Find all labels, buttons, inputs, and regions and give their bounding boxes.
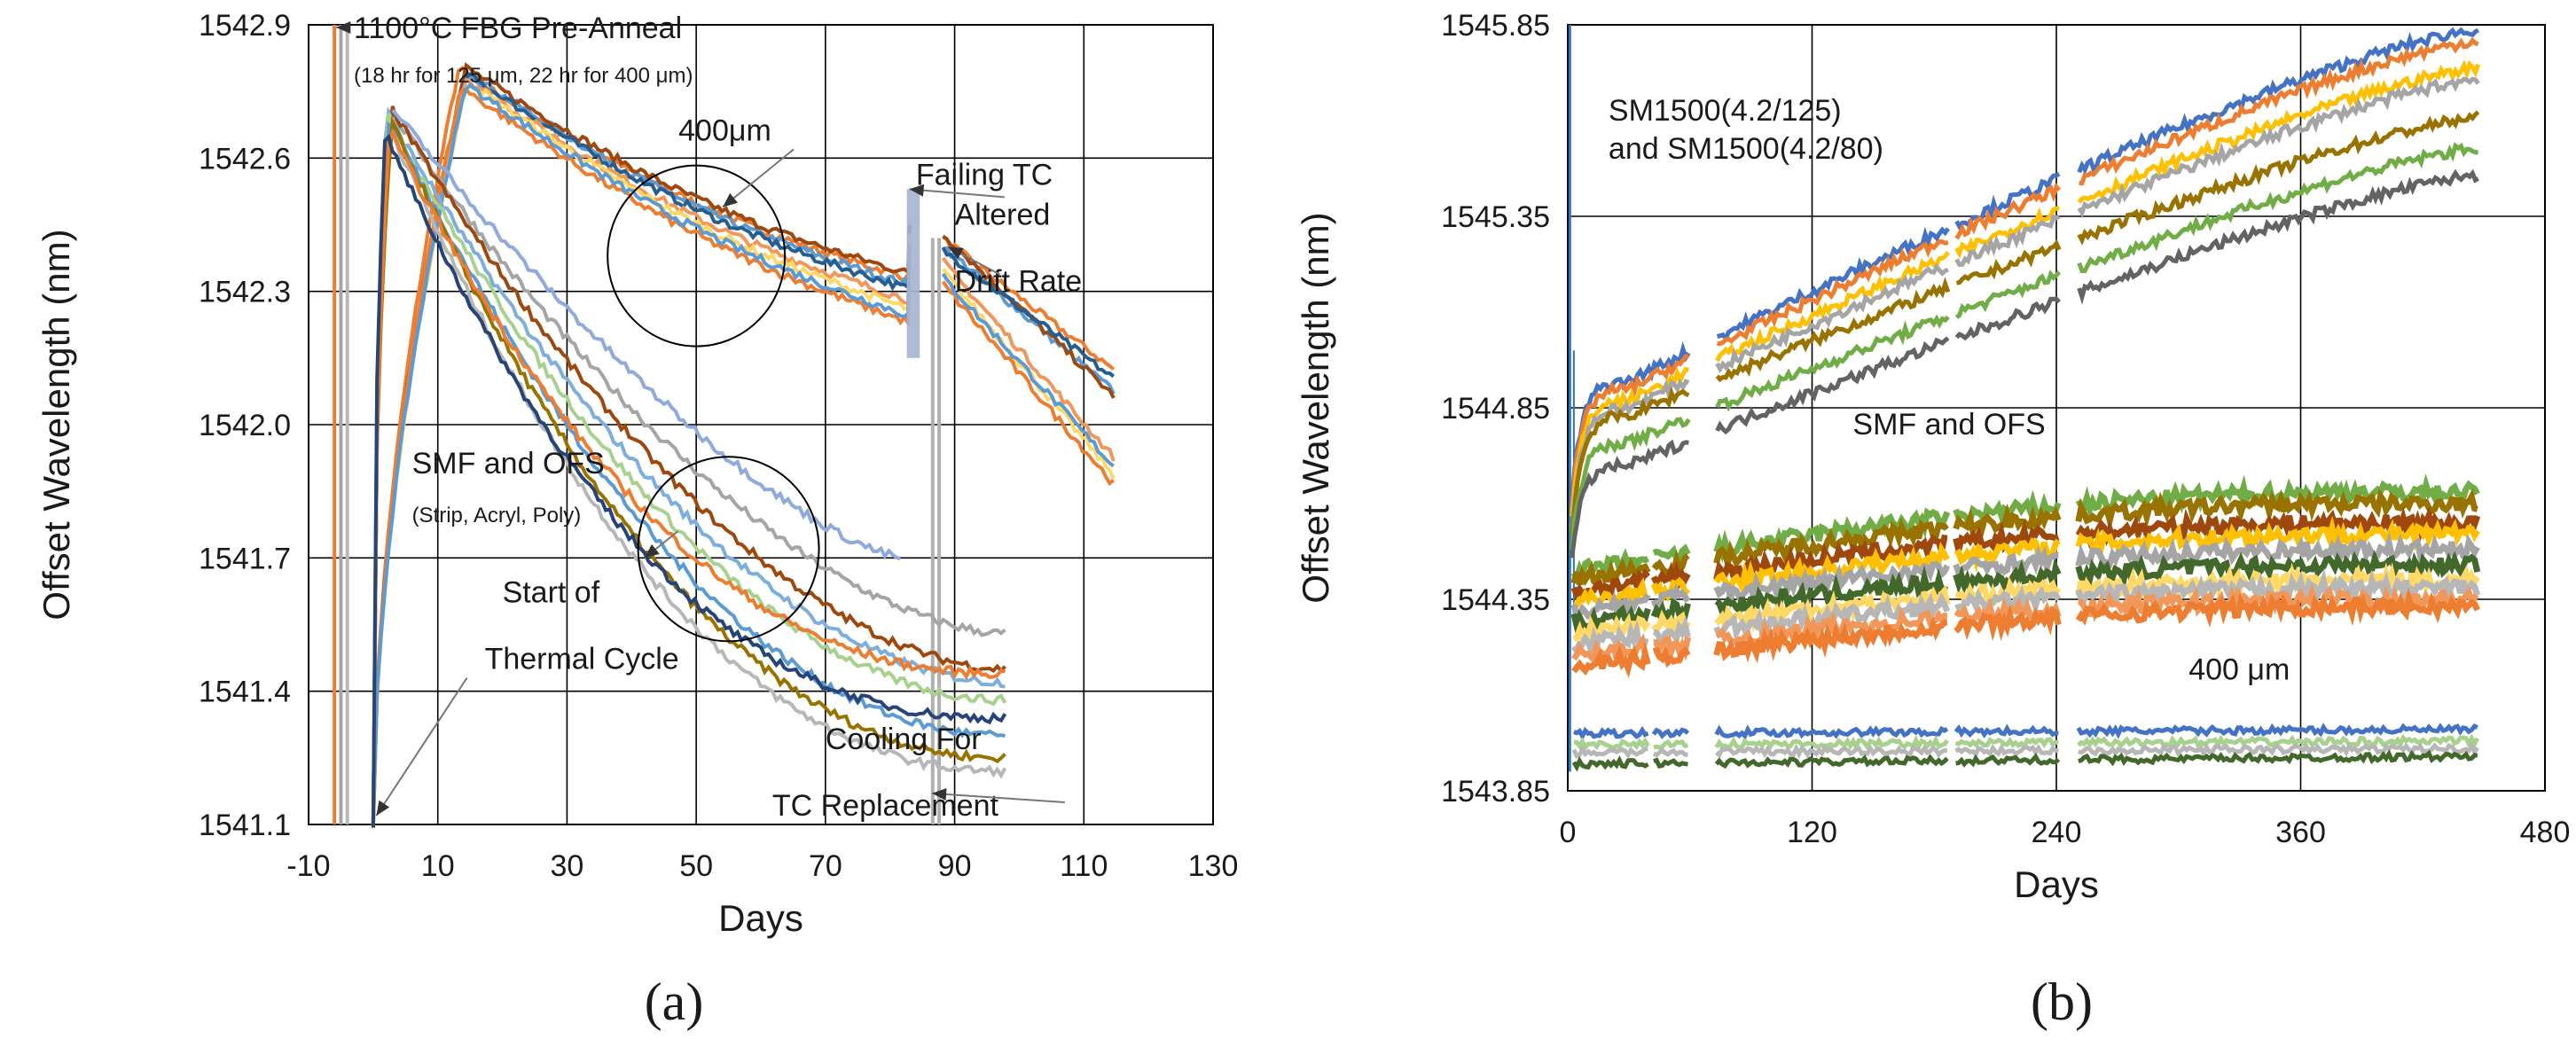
annotation-text: 400μm [678, 113, 771, 147]
panel-label-b: (b) [2031, 973, 2093, 1031]
highlight-circle-smf-ofs [637, 456, 820, 643]
series-line [1571, 583, 2479, 665]
y-tick-label: 1541.1 [199, 809, 291, 842]
annotation-text: SMF and OFS [412, 447, 605, 481]
series-line [1570, 110, 2480, 535]
series-line [1570, 168, 2479, 559]
annotation-arrowhead [909, 184, 925, 197]
failing-tc-block [906, 189, 920, 358]
chart-panel-a: -10 10 30 50 70 90 110 130 1541.1 1541.4 1541.7 154… [35, 9, 1238, 1031]
annotation-arrow-line [375, 677, 468, 817]
annotation-text: Start of [503, 575, 600, 609]
series-line [371, 129, 1007, 826]
series-line [371, 82, 1115, 824]
x-tick-label: 480 [2520, 816, 2571, 849]
series-line [1570, 142, 2478, 551]
y-tick-label: 1544.85 [1441, 392, 1550, 426]
annotation-text: TC Replacement [772, 789, 999, 823]
annotation-text: SMF and OFS [1852, 408, 2045, 441]
annotation-text: Failing TC [916, 158, 1053, 191]
series-line [1570, 531, 2480, 621]
x-tick-label: 110 [1060, 849, 1108, 883]
x-tick-label: 30 [551, 849, 584, 883]
series-layer [1568, 25, 2481, 772]
annotation-text: (Strip, Acryl, Poly) [412, 504, 582, 527]
annotation-arrowhead [948, 246, 964, 260]
annotations-b: SM1500(4.2/125) and SM1500(4.2/80) SMF and… [1609, 94, 2290, 687]
series-line [371, 113, 1007, 828]
annotation-arrowhead [644, 543, 660, 559]
x-axis-label: Days [2014, 863, 2099, 905]
annotation-arrowhead [723, 192, 738, 207]
x-tick-label: 10 [421, 849, 455, 883]
panel-label-a: (a) [645, 973, 704, 1031]
annotation-text: Altered [955, 199, 1051, 232]
series-line [371, 128, 1006, 824]
series-line [371, 88, 1116, 825]
series-line [371, 115, 1006, 825]
x-axis-label: Days [718, 897, 803, 939]
x-tick-label: -10 [286, 849, 330, 883]
x-tick-label: 360 [2275, 816, 2326, 849]
series-line [371, 107, 1006, 829]
series-line [1571, 561, 2480, 649]
series-line [1571, 741, 2479, 759]
series-layer [333, 25, 1116, 829]
y-tick-label: 1544.35 [1441, 583, 1550, 617]
y-axis-label: Offset Wavelength (nm) [35, 229, 77, 620]
chart-panel-b: 0 120 240 360 480 1543.85 1544.35 1544.85 1545.3… [1295, 9, 2570, 1031]
annotation-text: (18 hr for 125 μm, 22 hr for 400 μm) [354, 64, 693, 88]
x-tick-label: 130 [1188, 849, 1239, 883]
series-line [1570, 36, 2479, 512]
x-tick-label: 90 [938, 849, 972, 883]
x-tick-label: 0 [1560, 816, 1577, 849]
series-line [1571, 749, 2478, 772]
y-tick-label: 1541.7 [199, 542, 291, 575]
y-tick-label: 1542.9 [199, 9, 291, 43]
annotation-arrowhead [336, 21, 351, 35]
annotation-text: and SM1500(4.2/80) [1609, 132, 1883, 166]
annotation-arrowhead [376, 800, 390, 816]
y-tick-label: 1541.4 [199, 676, 291, 709]
series-line [1570, 505, 2481, 603]
x-tick-label: 240 [2032, 816, 2082, 849]
annotation-arrow-line [909, 188, 1005, 199]
series-line [1573, 733, 2480, 753]
annotation-text: Thermal Cycle [485, 643, 679, 676]
annotation-arrow-line [722, 148, 795, 208]
series-line [391, 108, 901, 560]
series-line [371, 121, 1006, 826]
y-tick-label: 1542.0 [199, 409, 291, 442]
series-line [1570, 59, 2481, 517]
series-line [371, 105, 1006, 826]
x-tick-label: 50 [679, 849, 713, 883]
y-tick-label: 1545.35 [1441, 200, 1550, 234]
annotation-text: 1100°C FBG Pre-Anneal [354, 12, 682, 45]
y-tick-label: 1542.3 [199, 276, 291, 309]
series-line [1573, 723, 2478, 741]
series-line [371, 133, 1007, 828]
x-tick-label: 120 [1787, 816, 1837, 849]
annotation-text: Drift Rate [955, 265, 1083, 299]
annotation-text: 400 μm [2188, 653, 2290, 687]
series-line [1570, 27, 2479, 501]
y-axis-label: Offset Wavelength (nm) [1295, 212, 1336, 603]
series-line [371, 106, 1006, 826]
series-line [1571, 587, 2480, 678]
annotation-arrowhead [932, 788, 947, 801]
annotations-a: 1100°C FBG Pre-Anneal (18 hr for 125 μm, … [336, 12, 1082, 823]
annotation-text: Cooling For [826, 723, 982, 756]
x-tick-label: 70 [809, 849, 842, 883]
y-tick-label: 1545.85 [1441, 9, 1550, 43]
series-line [1570, 76, 2480, 532]
annotation-arrow-line [932, 792, 1065, 803]
highlight-circle-400um [607, 164, 787, 348]
y-tick-label: 1542.6 [199, 142, 291, 176]
annotation-text: SM1500(4.2/125) [1609, 94, 1842, 128]
y-tick-label: 1543.85 [1441, 775, 1550, 809]
